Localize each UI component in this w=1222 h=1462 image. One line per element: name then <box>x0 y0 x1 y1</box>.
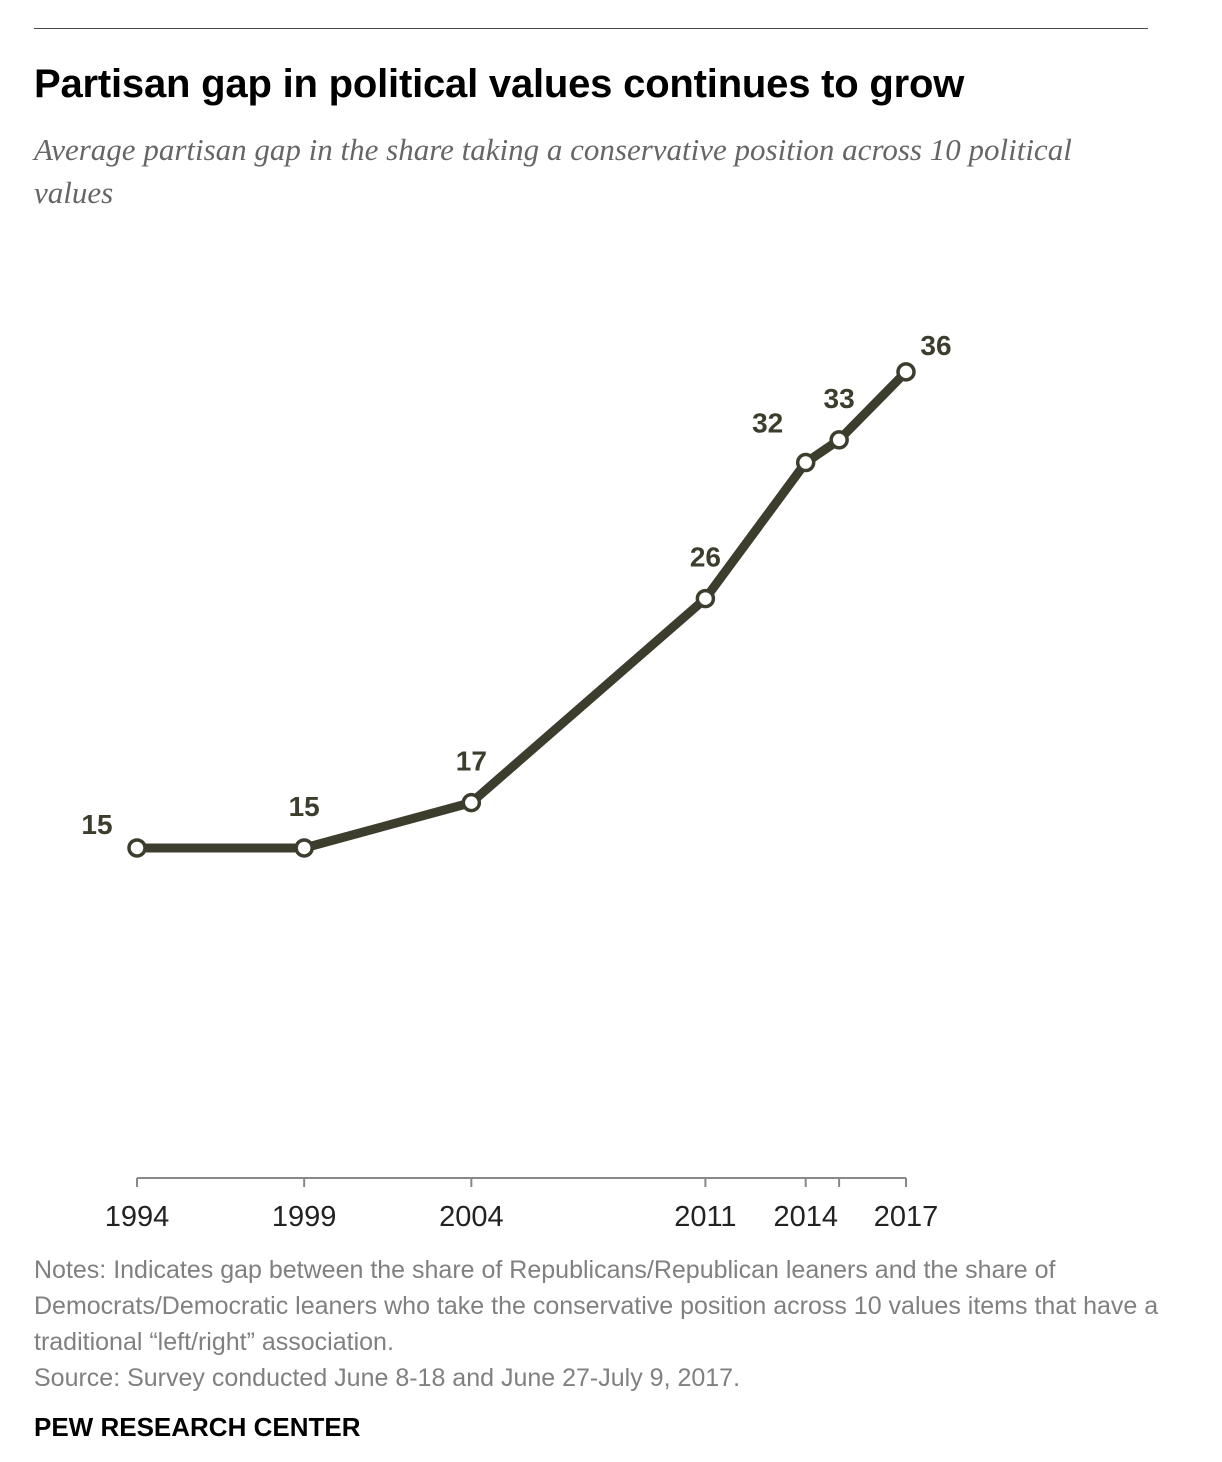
data-point-marker <box>795 452 816 473</box>
data-point-marker <box>695 588 716 609</box>
data-point-marker <box>294 838 314 858</box>
data-label: 17 <box>456 746 487 777</box>
data-point-marker <box>127 838 147 858</box>
top-rule <box>34 28 1148 29</box>
data-label: 36 <box>920 330 951 361</box>
data-label: 26 <box>690 542 721 573</box>
data-label: 15 <box>289 791 320 822</box>
chart-subtitle: Average partisan gap in the share taking… <box>34 132 1072 210</box>
x-tick-label: 2011 <box>674 1201 736 1233</box>
x-tick-label: 2004 <box>439 1201 504 1233</box>
chart-source: Source: Survey conducted June 8-18 and J… <box>34 1364 741 1392</box>
brand-logo-text: PEW RESEARCH CENTER <box>34 1412 361 1442</box>
x-tick-label: 2014 <box>773 1201 838 1233</box>
data-label: 32 <box>752 408 783 439</box>
data-point-marker <box>461 792 482 813</box>
chart-notes: Notes: Indicates gap between the share o… <box>34 1256 1159 1356</box>
chart-title: Partisan gap in political values continu… <box>34 62 965 106</box>
x-tick-label: 1994 <box>105 1201 170 1233</box>
data-label: 15 <box>81 809 112 840</box>
data-point-marker <box>896 362 916 382</box>
x-tick-label: 1999 <box>272 1201 337 1233</box>
line-chart: 1994 1999 2004 2011 2014 2017 15 15 17 26 32 33 36 <box>81 330 951 1233</box>
x-tick-label: 2017 <box>874 1201 939 1233</box>
data-point-marker <box>829 430 849 450</box>
series-line <box>132 367 911 853</box>
data-label: 33 <box>824 383 855 414</box>
